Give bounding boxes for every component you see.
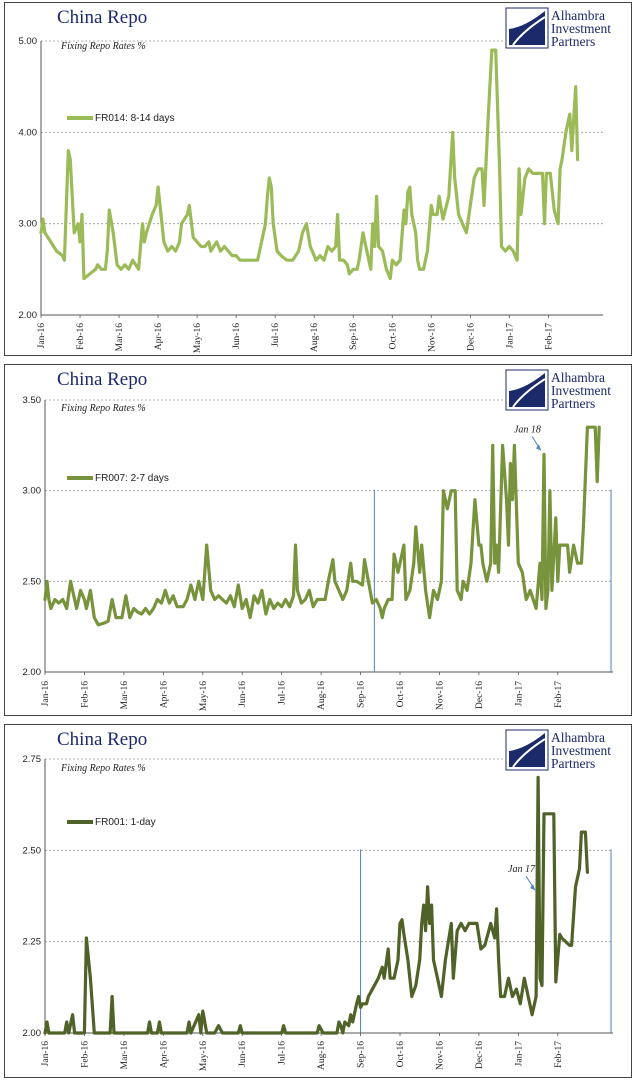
logo-line-3: Partners — [551, 396, 596, 411]
x-tick-label: Sep-16 — [357, 681, 367, 708]
x-tick-label: Nov-16 — [435, 1041, 445, 1070]
annotation-arrowhead — [530, 884, 536, 891]
series-line — [43, 425, 601, 627]
y-tick-label: 3.00 — [23, 486, 42, 497]
annotation-label: Jan 18 — [514, 424, 541, 435]
annotation-label: Jan 17 — [508, 864, 536, 875]
x-tick-label: Jun-16 — [238, 1041, 248, 1067]
x-tick-label: Oct-16 — [388, 323, 398, 350]
y-tick-label: 2.25 — [23, 937, 42, 948]
chart-subtitle: Fixing Repo Rates % — [61, 41, 146, 52]
chart-subtitle: Fixing Repo Rates % — [61, 763, 146, 774]
y-tick-label: 2.00 — [23, 1028, 42, 1039]
y-tick-label: 3.50 — [23, 395, 42, 406]
legend: FR014: 8-14 days — [67, 113, 175, 124]
x-tick-label: May-16 — [199, 681, 209, 711]
x-tick-label: Jun-16 — [232, 323, 242, 349]
x-tick-label: Oct-16 — [396, 1041, 406, 1068]
legend: FR001: 1-day — [67, 817, 156, 828]
legend-label: FR014: 8-14 days — [95, 113, 175, 124]
chart-title: China Repo — [57, 369, 148, 390]
logo-line-3: Partners — [551, 34, 596, 49]
x-tick-label: May-16 — [199, 1041, 209, 1071]
x-tick-label: Feb-17 — [554, 681, 564, 708]
line-chart-fr001: 2.00 2.25 2.50 2.75 Jan-16 Feb-16 Mar-16 Apr-16… — [23, 754, 613, 1071]
series-line — [43, 775, 589, 1035]
x-tick-label: Sep-16 — [349, 323, 359, 350]
chart-panel-fr007: 2.00 2.50 3.00 3.50 Jan-16 Feb-16 Mar-16 Apr-16… — [4, 364, 632, 716]
x-tick-label: Feb-16 — [76, 323, 86, 350]
x-tick-label: Mar-16 — [115, 323, 125, 352]
chart-title: China Repo — [57, 729, 148, 750]
logo-line-1: Alhambra — [551, 370, 605, 385]
logo-line-1: Alhambra — [551, 730, 605, 745]
y-tick-label: 4.00 — [19, 127, 38, 138]
alhambra-logo-mark — [505, 369, 549, 411]
x-tick-label: Dec-16 — [475, 681, 485, 709]
x-tick-label: Feb-17 — [554, 1041, 564, 1068]
x-tick-label: Jan-17 — [514, 681, 524, 707]
x-tick-label: Jan-17 — [514, 1041, 524, 1067]
x-tick-label: Jul-16 — [278, 1041, 288, 1065]
y-tick-label: 2.75 — [23, 754, 42, 765]
x-tick-label: Apr-16 — [159, 1041, 169, 1068]
logo-line-1: Alhambra — [551, 8, 605, 23]
x-tick-label: Oct-16 — [396, 681, 406, 708]
logo-line-2: Investment — [551, 743, 611, 758]
x-tick-label: Nov-16 — [427, 323, 437, 352]
chart-subtitle: Fixing Repo Rates % — [61, 403, 146, 414]
legend-label: FR007: 2-7 days — [95, 473, 169, 484]
legend-swatch — [67, 116, 93, 121]
legend: FR007: 2-7 days — [67, 473, 169, 484]
y-tick-label: 3.00 — [19, 219, 38, 230]
line-chart-fr007: 2.00 2.50 3.00 3.50 Jan-16 Feb-16 Mar-16 Apr-16… — [23, 395, 613, 711]
x-tick-label: Aug-16 — [317, 681, 327, 710]
logo-line-2: Investment — [551, 21, 611, 36]
x-tick-label: Feb-16 — [80, 681, 90, 708]
legend-swatch — [67, 476, 93, 481]
annotation-arrowhead — [535, 444, 541, 451]
x-tick-label: Jun-16 — [238, 681, 248, 707]
alhambra-logo: Alhambra Investment Partners — [505, 729, 629, 773]
x-tick-label: Jan-16 — [37, 323, 47, 349]
y-tick-label: 2.50 — [23, 845, 42, 856]
x-tick-label: Apr-16 — [154, 323, 164, 350]
legend-swatch — [67, 820, 93, 825]
x-tick-label: Mar-16 — [120, 1041, 130, 1070]
line-chart-fr014: 2.00 3.00 4.00 5.00 Jan-16 Feb-16 Mar-16 Apr-16… — [19, 36, 603, 353]
x-tick-label: Sep-16 — [357, 1041, 367, 1068]
x-tick-label: Nov-16 — [435, 681, 445, 710]
y-tick-label: 2.00 — [19, 310, 38, 321]
alhambra-logo-mark — [505, 729, 549, 771]
alhambra-logo: Alhambra Investment Partners — [505, 7, 629, 51]
x-tick-label: Aug-16 — [317, 1041, 327, 1070]
x-tick-label: Jan-16 — [41, 1041, 51, 1067]
alhambra-logo: Alhambra Investment Partners — [505, 369, 629, 413]
x-tick-label: Feb-17 — [544, 323, 554, 350]
x-tick-label: Dec-16 — [475, 1041, 485, 1069]
x-tick-label: Mar-16 — [120, 681, 130, 710]
x-tick-label: May-16 — [193, 323, 203, 353]
x-tick-label: Aug-16 — [310, 323, 320, 352]
legend-label: FR001: 1-day — [95, 817, 156, 828]
x-tick-label: Jul-16 — [278, 681, 288, 705]
series-line — [39, 48, 580, 281]
logo-line-3: Partners — [551, 756, 596, 771]
x-tick-label: Dec-16 — [466, 323, 476, 351]
x-tick-label: Jan-17 — [505, 323, 515, 349]
y-tick-label: 2.00 — [23, 667, 42, 678]
y-tick-label: 2.50 — [23, 576, 42, 587]
alhambra-logo-mark — [505, 7, 549, 49]
x-tick-label: Feb-16 — [80, 1041, 90, 1068]
chart-panel-fr014: 2.00 3.00 4.00 5.00 Jan-16 Feb-16 Mar-16 Apr-16… — [4, 2, 632, 356]
x-tick-label: Apr-16 — [159, 681, 169, 708]
y-tick-label: 5.00 — [19, 36, 38, 47]
x-tick-label: Jan-16 — [41, 681, 51, 707]
chart-title: China Repo — [57, 7, 148, 28]
x-tick-label: Jul-16 — [271, 323, 281, 347]
logo-line-2: Investment — [551, 383, 611, 398]
chart-panel-fr001: 2.00 2.25 2.50 2.75 Jan-16 Feb-16 Mar-16 Apr-16… — [4, 724, 632, 1078]
